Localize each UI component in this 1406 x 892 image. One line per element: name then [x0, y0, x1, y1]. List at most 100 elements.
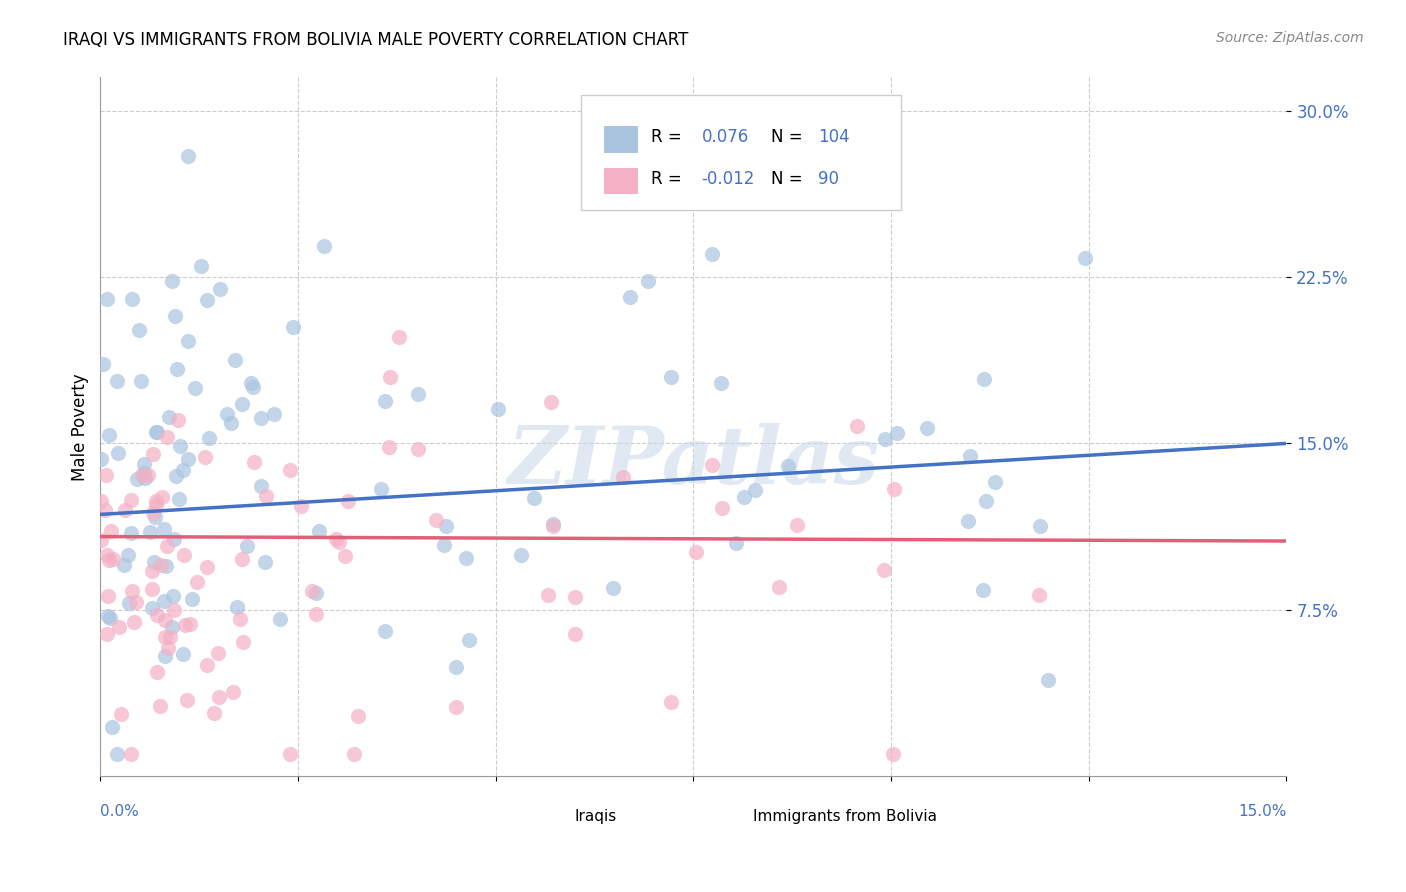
Point: [134, 471, 156, 485]
Point: [93, 503, 115, 517]
Point: [121, 292, 143, 306]
Point: [163, 532, 186, 546]
Point: [336, 493, 359, 508]
Point: [602, 581, 624, 595]
Point: [328, 535, 350, 549]
Point: [374, 624, 396, 639]
Point: [198, 431, 221, 445]
Point: [886, 426, 908, 441]
Text: 15.0%: 15.0%: [1239, 804, 1286, 819]
Point: [280, 462, 302, 476]
Text: 0.076: 0.076: [702, 128, 749, 145]
Point: [406, 442, 429, 456]
Point: [278, 747, 301, 761]
Point: [217, 407, 239, 421]
Point: [249, 479, 271, 493]
Point: [973, 372, 995, 386]
Point: [659, 369, 682, 384]
Point: [612, 470, 634, 484]
Point: [957, 514, 980, 528]
Point: [374, 394, 396, 409]
Point: [155, 648, 177, 663]
Point: [145, 665, 167, 680]
Point: [1029, 519, 1052, 533]
Point: [243, 455, 266, 469]
Point: [873, 563, 896, 577]
Point: [98, 427, 121, 442]
Point: [786, 518, 808, 533]
Text: Source: ZipAtlas.com: Source: ZipAtlas.com: [1216, 31, 1364, 45]
Point: [388, 330, 411, 344]
Point: [195, 293, 218, 307]
Point: [120, 525, 142, 540]
Point: [523, 491, 546, 506]
Point: [121, 584, 143, 599]
Point: [619, 290, 641, 304]
Point: [458, 632, 481, 647]
Point: [150, 558, 173, 572]
Point: [883, 482, 905, 496]
Point: [177, 149, 200, 163]
Point: [176, 693, 198, 707]
Point: [160, 619, 183, 633]
Text: R =: R =: [651, 169, 686, 187]
Point: [208, 282, 231, 296]
Point: [117, 548, 139, 562]
Point: [96, 292, 118, 306]
Point: [433, 538, 456, 552]
Point: [172, 463, 194, 477]
Point: [915, 421, 938, 435]
Point: [434, 519, 457, 533]
Point: [142, 506, 165, 520]
Point: [541, 519, 564, 533]
Point: [347, 709, 370, 723]
Point: [236, 540, 259, 554]
Text: 90: 90: [818, 169, 839, 187]
Point: [183, 380, 205, 394]
Point: [159, 630, 181, 644]
Point: [406, 386, 429, 401]
Point: [167, 413, 190, 427]
Point: [846, 418, 869, 433]
Point: [959, 449, 981, 463]
Point: [114, 502, 136, 516]
Point: [710, 376, 733, 390]
Point: [290, 500, 312, 514]
Point: [166, 361, 188, 376]
Point: [1036, 673, 1059, 688]
Point: [105, 375, 128, 389]
Point: [131, 468, 153, 483]
Point: [231, 397, 253, 411]
Point: [127, 472, 149, 486]
Point: [335, 549, 357, 564]
Point: [778, 458, 800, 473]
Text: N =: N =: [770, 128, 807, 145]
Point: [378, 440, 401, 454]
Point: [195, 560, 218, 574]
Point: [89, 452, 111, 467]
Point: [129, 375, 152, 389]
Point: [120, 493, 142, 508]
Point: [139, 525, 162, 540]
Point: [155, 559, 177, 574]
Point: [343, 747, 366, 761]
Point: [172, 647, 194, 661]
Point: [269, 612, 291, 626]
Point: [163, 603, 186, 617]
Point: [207, 646, 229, 660]
Point: [253, 555, 276, 569]
Point: [173, 548, 195, 562]
Point: [136, 467, 159, 482]
Point: [107, 446, 129, 460]
Point: [101, 720, 124, 734]
Point: [308, 524, 330, 539]
Text: R =: R =: [651, 128, 686, 145]
Point: [221, 416, 243, 430]
Point: [1028, 588, 1050, 602]
Point: [325, 532, 347, 546]
Point: [541, 517, 564, 532]
Point: [231, 552, 253, 566]
Point: [976, 494, 998, 508]
Point: [984, 475, 1007, 490]
Point: [153, 630, 176, 644]
